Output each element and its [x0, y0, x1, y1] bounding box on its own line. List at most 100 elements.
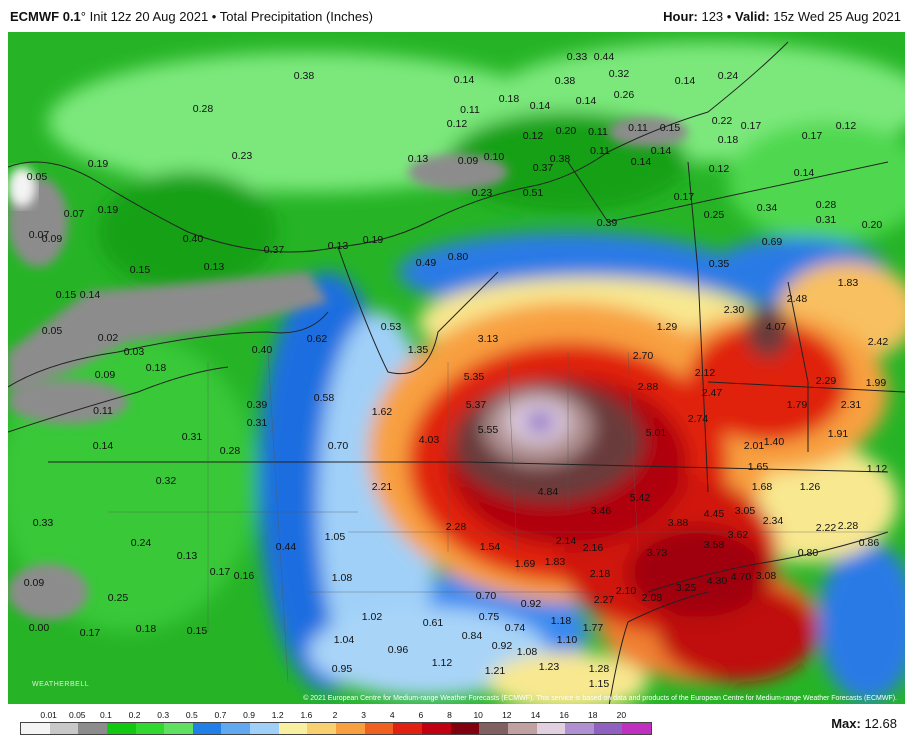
precip-value-label: 2.29	[815, 375, 837, 387]
precip-value-label: 2.30	[723, 304, 745, 316]
precip-value-label: 2.14	[555, 535, 577, 547]
precip-value-label: 0.31	[181, 431, 203, 443]
scale-tick-label: 0.05	[68, 710, 86, 720]
precip-value-label: 0.53	[380, 321, 402, 333]
precip-value-label: 0.31	[815, 214, 837, 226]
precip-value-label: 0.28	[192, 103, 214, 115]
precip-value-label: 0.09	[23, 577, 45, 589]
precip-value-label: 1.08	[331, 572, 353, 584]
precip-value-label: 0.75	[478, 611, 500, 623]
precip-value-label: 0.95	[331, 663, 353, 675]
precip-value-label: 0.15	[55, 289, 77, 301]
scale-swatch	[21, 723, 50, 734]
color-scale-bar	[20, 722, 652, 735]
precip-value-label: 0.38	[549, 153, 571, 165]
precip-value-label: 1.99	[865, 377, 887, 389]
scale-tick-label: 1.2	[271, 710, 284, 720]
precip-value-label: 1.04	[333, 634, 355, 646]
precip-value-label: 2.21	[371, 481, 393, 493]
precip-value-label: 0.92	[491, 640, 513, 652]
hour-label: Hour:	[663, 9, 698, 24]
precip-value-label: 2.34	[762, 515, 784, 527]
precip-value-label: 1.65	[747, 461, 769, 473]
precip-value-label: 2.47	[701, 387, 723, 399]
precip-value-label: 0.12	[522, 130, 544, 142]
precip-value-label: 0.24	[130, 537, 152, 549]
precip-value-label: 0.62	[306, 333, 328, 345]
precip-value-label: 0.14	[630, 156, 652, 168]
precip-value-label: 0.14	[92, 440, 114, 452]
precip-value-label: 1.68	[751, 481, 773, 493]
precip-value-label: 0.34	[756, 202, 778, 214]
precip-value-label: 0.70	[327, 440, 349, 452]
precip-value-label: 0.33	[32, 517, 54, 529]
scale-swatch	[421, 723, 451, 734]
precip-value-label: 2.18	[589, 568, 611, 580]
precip-value-label: 1.35	[407, 344, 429, 356]
precip-value-label: 5.42	[629, 492, 651, 504]
precip-value-label: 3.05	[734, 505, 756, 517]
precip-value-label: 3.46	[590, 505, 612, 517]
precip-value-label: 2.48	[786, 293, 808, 305]
precip-value-label: 0.19	[87, 158, 109, 170]
scale-tick-label: 10	[473, 710, 483, 720]
scale-tick-label: 2	[332, 710, 338, 720]
precip-value-label: 1.91	[827, 428, 849, 440]
precip-value-label: 0.17	[209, 566, 231, 578]
precip-value-label: 1.15	[588, 678, 610, 690]
scale-swatch	[336, 723, 365, 734]
precip-value-label: 4.03	[418, 434, 440, 446]
precip-value-label: 2.88	[637, 381, 659, 393]
precip-value-label: 4.84	[537, 486, 559, 498]
precip-value-label: 0.51	[522, 187, 544, 199]
precip-value-label: 2.28	[445, 521, 467, 533]
map-header: ECMWF 0.1° Init 12z 20 Aug 2021 • Total …	[0, 0, 913, 32]
precip-value-label: 0.84	[461, 630, 483, 642]
precip-value-label: 0.11	[590, 145, 610, 157]
precip-value-label: 0.11	[628, 122, 648, 134]
precip-value-label: 1.12	[431, 657, 453, 669]
scale-tick-label: 4	[389, 710, 395, 720]
precip-value-label: 0.32	[155, 475, 177, 487]
scale-tick-label: 6	[418, 710, 424, 720]
scale-tick-label: 0.2	[128, 710, 141, 720]
precip-value-label: 0.15	[129, 264, 151, 276]
precip-value-label: 2.10	[615, 585, 637, 597]
precip-value-label: 0.00	[28, 622, 50, 634]
precip-value-label: 1.40	[763, 436, 785, 448]
precip-value-label: 0.18	[498, 93, 520, 105]
precip-value-label: 0.40	[251, 344, 273, 356]
precip-value-label: 0.23	[231, 150, 253, 162]
precip-value-label: 1.54	[479, 541, 501, 553]
precip-value-label: 0.69	[761, 236, 783, 248]
precip-value-label: 0.03	[123, 346, 145, 358]
precip-value-label: 2.74	[687, 413, 709, 425]
hour-value: 123	[701, 9, 724, 24]
precip-value-label: 0.12	[835, 120, 857, 132]
product-name: Total Precipitation (Inches)	[219, 9, 373, 24]
precip-value-label: 0.26	[613, 89, 635, 101]
precip-value-label: 0.17	[673, 191, 695, 203]
precip-value-label: 3.58	[703, 539, 725, 551]
precip-value-label: 1.05	[324, 531, 346, 543]
valid-value: 15z Wed 25 Aug 2021	[773, 9, 901, 24]
precip-value-label: 0.11	[460, 104, 480, 116]
precip-value-label: 4.45	[703, 508, 725, 520]
color-scale-legend: 0.01 0.05 0.1 0.2 0.3 0.5 0.7 0.9 1.2 1.6 2 3 4 6 8 10 1…	[8, 710, 658, 748]
precip-value-label: 0.14	[529, 100, 551, 112]
precip-value-label: 1.83	[837, 277, 859, 289]
precip-value-label: 0.05	[41, 325, 63, 337]
precip-value-label: 0.80	[447, 251, 469, 263]
scale-swatch	[507, 723, 537, 734]
precip-value-label: 0.39	[596, 217, 618, 229]
precip-value-label: 0.11	[93, 405, 113, 417]
precip-value-label: 0.32	[608, 68, 630, 80]
precip-value-label: 0.38	[554, 75, 576, 87]
precip-value-label: 1.29	[656, 321, 678, 333]
scale-tick-label: 8	[447, 710, 452, 720]
precip-value-label: 5.01	[645, 427, 667, 439]
precip-value-label: 0.20	[861, 219, 883, 231]
precip-value-label: 2.27	[593, 594, 615, 606]
map-title: ECMWF 0.1° Init 12z 20 Aug 2021 • Total …	[10, 9, 373, 24]
precip-value-label: 1.21	[484, 665, 506, 677]
